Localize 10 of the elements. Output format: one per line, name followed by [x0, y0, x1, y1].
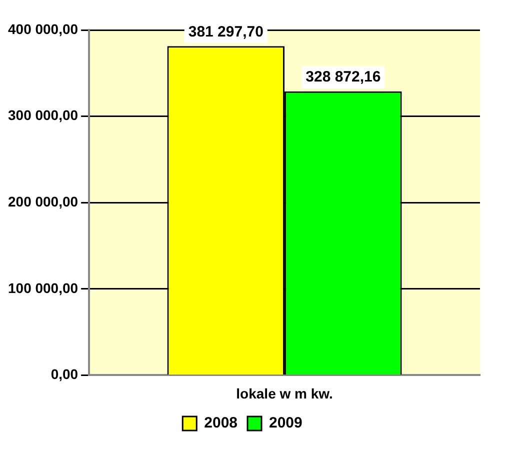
- legend-label: 2009: [269, 414, 302, 432]
- y-tick-label: 100 000,00: [8, 280, 78, 296]
- y-tick-label: 0,00: [50, 366, 78, 382]
- x-tick-label: lokale w m kw.: [236, 385, 333, 402]
- y-tick-label: 200 000,00: [8, 193, 78, 210]
- y-tick-label: 400 000,00: [8, 20, 78, 37]
- data-label: 328 872,16: [306, 68, 381, 86]
- legend-label: 2008: [204, 414, 238, 432]
- data-label: 381 297,70: [188, 23, 264, 40]
- y-tick-label: 300 000,00: [8, 107, 78, 124]
